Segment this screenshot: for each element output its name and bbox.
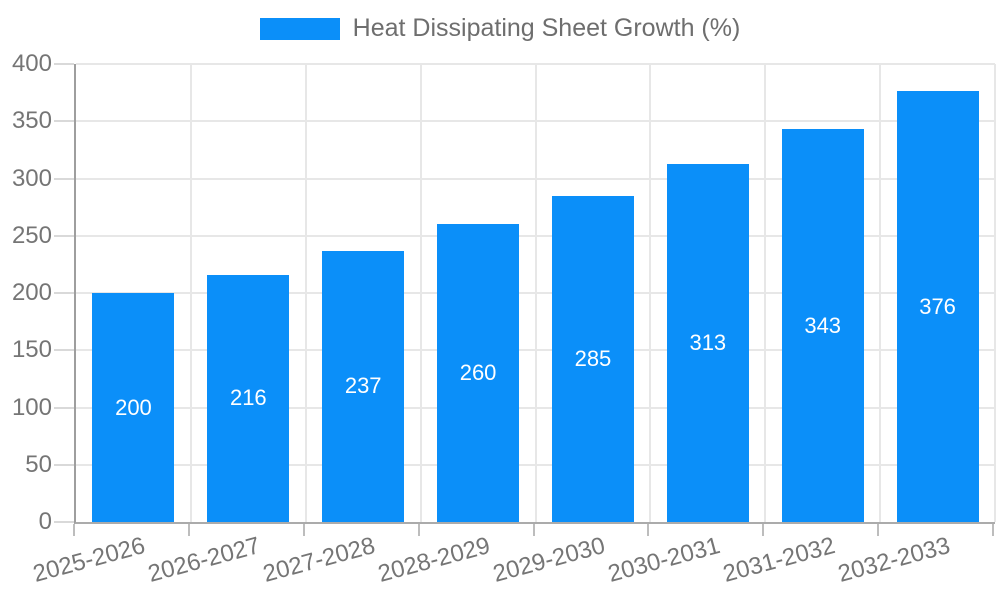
- bar-value-label: 376: [919, 293, 956, 319]
- x-axis-tick: [992, 524, 994, 536]
- gridline-vertical: [879, 64, 882, 522]
- x-axis-tick: [877, 524, 880, 536]
- legend-swatch: [259, 17, 340, 40]
- y-axis-tick: [54, 120, 74, 123]
- x-axis-tick: [647, 524, 650, 536]
- bar-value-label: 313: [689, 329, 727, 355]
- plot-area: 200 216 237 260 285 313 343 376: [54, 63, 996, 524]
- x-axis-tick: [417, 524, 420, 536]
- x-axis-tick: [532, 524, 535, 536]
- y-axis-tick: [54, 234, 74, 237]
- y-tick-label: 150: [11, 336, 52, 364]
- y-tick-label: 100: [11, 393, 52, 421]
- bar-2029-2030[interactable]: 285: [551, 195, 634, 522]
- y-tick-label: 300: [11, 164, 52, 192]
- gridline-vertical: [189, 64, 192, 522]
- y-tick-label: 0: [38, 508, 52, 535]
- gridline-vertical: [764, 64, 767, 522]
- bar-2030-2031[interactable]: 313: [666, 163, 749, 522]
- y-axis-tick: [54, 63, 74, 65]
- y-tick-label: 200: [11, 279, 52, 306]
- legend-label: Heat Dissipating Sheet Growth (%): [352, 14, 741, 42]
- y-axis-tick: [54, 177, 74, 180]
- bar-value-label: 343: [804, 312, 842, 338]
- bar-2026-2027[interactable]: 216: [207, 274, 290, 522]
- gridline-vertical: [649, 64, 652, 522]
- y-axis-tick: [54, 406, 74, 409]
- gridline-vertical: [304, 64, 307, 522]
- bar-value-label: 260: [459, 360, 497, 386]
- bar-2025-2026[interactable]: 200: [92, 293, 175, 522]
- gridline-vertical: [419, 64, 422, 522]
- legend[interactable]: Heat Dissipating Sheet Growth (%): [0, 14, 1000, 43]
- bar-value-label: 285: [574, 345, 612, 371]
- bar-value-label: 237: [344, 373, 382, 399]
- bar-2032-2033[interactable]: 376: [896, 91, 979, 522]
- y-axis-tick: [54, 292, 74, 294]
- y-axis-tick: [54, 463, 74, 466]
- x-axis-tick: [73, 524, 75, 536]
- y-tick-label: 250: [11, 221, 52, 249]
- y-axis-tick: [54, 521, 74, 523]
- x-axis-tick: [762, 524, 765, 536]
- y-tick-label: 350: [11, 107, 52, 135]
- bar-value-label: 200: [115, 394, 152, 420]
- y-axis-tick: [54, 349, 74, 352]
- x-axis-tick: [187, 524, 190, 536]
- bar-2031-2032[interactable]: 343: [781, 129, 864, 522]
- gridline-vertical: [994, 64, 996, 522]
- bar-value-label: 216: [229, 385, 267, 411]
- bar-2027-2028[interactable]: 237: [322, 250, 405, 522]
- x-axis-tick: [302, 524, 305, 536]
- y-tick-label: 400: [11, 50, 52, 77]
- y-tick-label: 50: [25, 450, 52, 478]
- bar-2028-2029[interactable]: 260: [437, 224, 520, 522]
- gridline-vertical: [534, 64, 537, 522]
